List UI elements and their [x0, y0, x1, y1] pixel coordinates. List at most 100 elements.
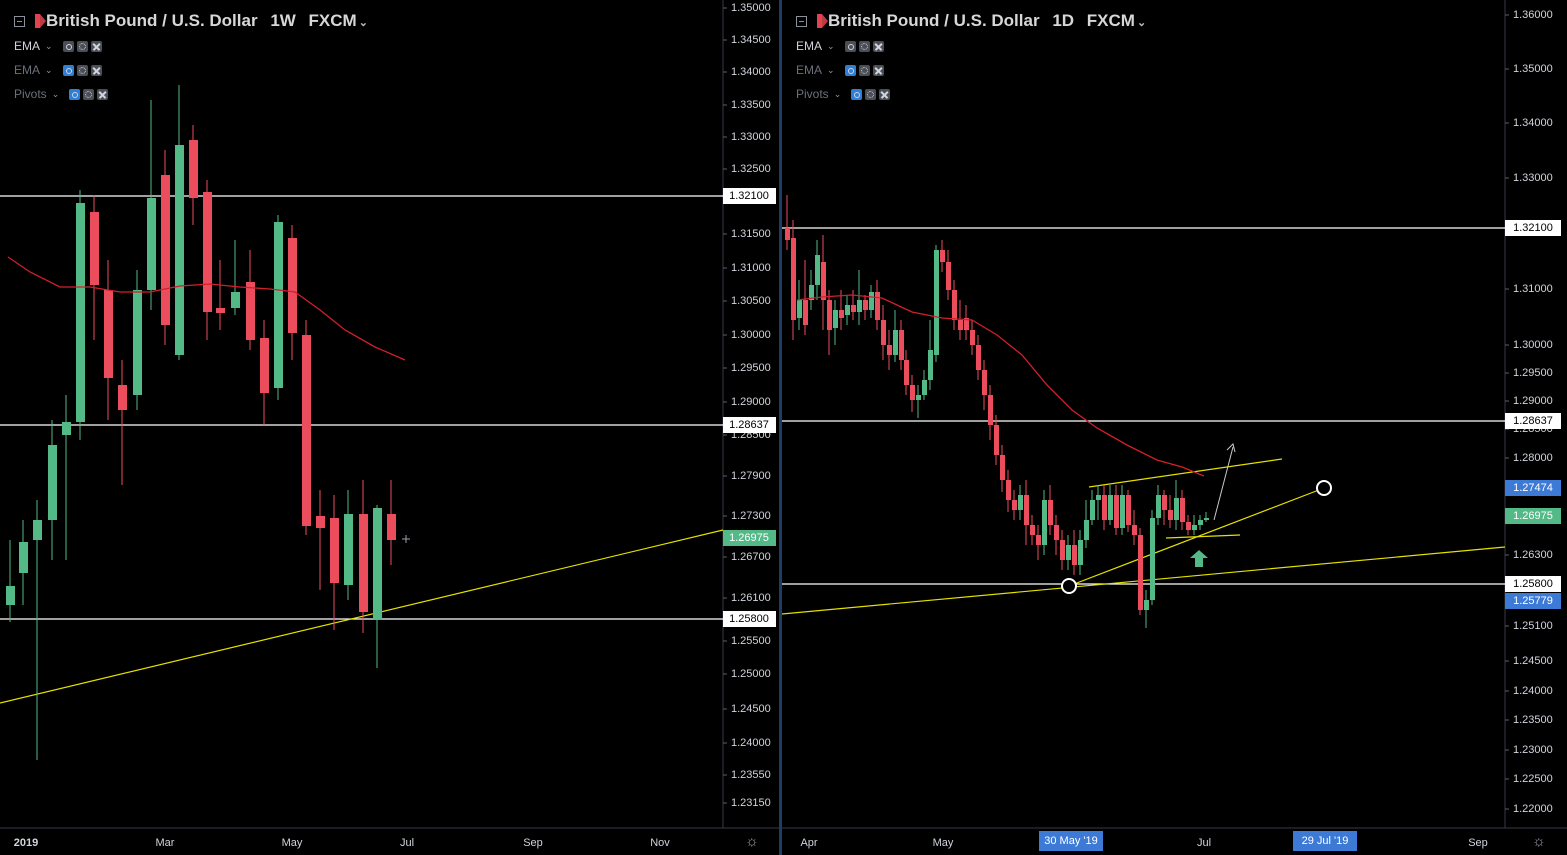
candle-body[interactable]	[175, 145, 184, 355]
candle-body[interactable]	[76, 203, 85, 422]
price-tag[interactable]	[723, 611, 776, 627]
chevron-down-icon[interactable]: ⌄	[51, 88, 60, 99]
candle-body[interactable]	[875, 292, 880, 320]
candle-body[interactable]	[161, 175, 170, 325]
chevron-down-icon[interactable]: ⌄	[45, 64, 53, 75]
gear-icon[interactable]	[76, 40, 88, 52]
candle-body[interactable]	[359, 514, 368, 612]
study-ema-2[interactable]: EMA ⌄	[796, 61, 887, 79]
candle-body[interactable]	[1162, 495, 1167, 510]
price-tag[interactable]	[1505, 576, 1561, 592]
eye-icon[interactable]	[844, 40, 856, 52]
candle-body[interactable]	[216, 308, 225, 313]
settings-gear-icon[interactable]: ☼	[1532, 833, 1546, 850]
candle-body[interactable]	[887, 345, 892, 355]
candle-body[interactable]	[946, 262, 951, 290]
study-ema-2[interactable]: EMA ⌄	[14, 61, 105, 79]
candle-body[interactable]	[1066, 545, 1071, 560]
candle-body[interactable]	[821, 262, 826, 300]
chevron-down-icon[interactable]: ⌄	[827, 40, 835, 51]
candle-body[interactable]	[958, 320, 963, 330]
candle-body[interactable]	[1204, 518, 1209, 520]
close-icon[interactable]	[872, 64, 884, 76]
candle-body[interactable]	[833, 310, 838, 328]
candle-body[interactable]	[48, 445, 57, 520]
candle-body[interactable]	[1024, 495, 1029, 525]
chevron-down-icon[interactable]: ⌄	[1136, 17, 1147, 29]
trendline[interactable]	[0, 529, 724, 704]
candle-body[interactable]	[246, 282, 255, 340]
candle-body[interactable]	[881, 320, 886, 345]
settings-gear-icon[interactable]: ☼	[745, 833, 759, 850]
candle-body[interactable]	[344, 514, 353, 585]
candle-body[interactable]	[1054, 525, 1059, 540]
candle-body[interactable]	[910, 385, 915, 400]
study-label[interactable]: Pivots	[14, 87, 47, 101]
candle-body[interactable]	[1018, 495, 1023, 510]
gear-icon[interactable]	[865, 88, 877, 100]
exchange-label[interactable]: FXCM	[308, 11, 357, 30]
study-ema-1[interactable]: EMA ⌄	[796, 37, 887, 55]
exchange-label[interactable]: FXCM	[1086, 11, 1135, 30]
chevron-down-icon[interactable]: ⌄	[358, 17, 368, 29]
candle-body[interactable]	[851, 305, 856, 312]
chevron-down-icon[interactable]: ⌄	[45, 40, 53, 51]
collapse-icon[interactable]	[796, 15, 807, 27]
candle-body[interactable]	[994, 425, 999, 455]
candle-body[interactable]	[1174, 498, 1179, 520]
collapse-icon[interactable]	[14, 15, 25, 27]
gear-icon[interactable]	[83, 88, 95, 100]
eye-icon[interactable]	[62, 40, 74, 52]
trendline[interactable]	[1088, 458, 1283, 488]
candle-body[interactable]	[1000, 455, 1005, 480]
candle-body[interactable]	[976, 345, 981, 370]
weekly-chart-canvas[interactable]: 1.35000 1.34500 1.34000 1.33500 1.33000 1.325…	[0, 0, 780, 855]
candle-body[interactable]	[104, 290, 113, 378]
gear-icon[interactable]	[858, 64, 870, 76]
candle-body[interactable]	[1006, 480, 1011, 500]
candle-body[interactable]	[1108, 495, 1113, 520]
symbol-name[interactable]: British Pound / U.S. Dollar	[46, 11, 258, 30]
candle-body[interactable]	[133, 290, 142, 395]
candle-body[interactable]	[922, 380, 927, 395]
candle-body[interactable]	[118, 385, 127, 410]
candle-body[interactable]	[940, 250, 945, 262]
candle-body[interactable]	[1144, 600, 1149, 610]
price-tag[interactable]	[1505, 220, 1561, 236]
candle-body[interactable]	[1090, 500, 1095, 520]
study-pivots[interactable]: Pivots ⌄	[796, 85, 893, 103]
candle-body[interactable]	[988, 395, 993, 425]
price-tag[interactable]	[1505, 593, 1561, 609]
eye-icon[interactable]	[844, 64, 856, 76]
candle-body[interactable]	[1114, 495, 1119, 528]
eye-icon[interactable]	[851, 88, 863, 100]
candle-body[interactable]	[90, 212, 99, 285]
candle-body[interactable]	[330, 518, 339, 583]
candle-body[interactable]	[916, 395, 921, 400]
candle-body[interactable]	[1192, 525, 1197, 530]
candle-body[interactable]	[1036, 535, 1041, 545]
trendline[interactable]	[1165, 534, 1241, 539]
candle-body[interactable]	[260, 338, 269, 393]
candle-body[interactable]	[845, 305, 850, 315]
study-label[interactable]: Pivots	[796, 87, 829, 101]
weekly-chart-pane[interactable]: 1.35000 1.34500 1.34000 1.33500 1.33000 1.325…	[0, 0, 780, 855]
price-tag[interactable]	[723, 417, 776, 433]
candle-body[interactable]	[1060, 540, 1065, 560]
candle-body[interactable]	[1168, 510, 1173, 520]
pane-divider[interactable]	[779, 0, 782, 855]
price-tag[interactable]	[723, 530, 776, 546]
candle-body[interactable]	[203, 192, 212, 312]
candle-body[interactable]	[387, 514, 396, 540]
study-ema-1[interactable]: EMA ⌄	[14, 37, 105, 55]
candle-body[interactable]	[839, 310, 844, 318]
price-tag[interactable]	[1505, 413, 1561, 429]
symbol-title-row[interactable]: British Pound / U.S. Dollar 1D FXCM ⌄	[796, 10, 1154, 32]
candle-body[interactable]	[1030, 525, 1035, 535]
study-label[interactable]: EMA	[14, 39, 41, 53]
candle-body[interactable]	[62, 422, 71, 435]
candle-body[interactable]	[1198, 520, 1203, 525]
symbol-title-row[interactable]: British Pound / U.S. Dollar 1W FXCM ⌄	[14, 10, 376, 32]
candle-body[interactable]	[815, 255, 820, 285]
candle-body[interactable]	[1120, 495, 1125, 528]
